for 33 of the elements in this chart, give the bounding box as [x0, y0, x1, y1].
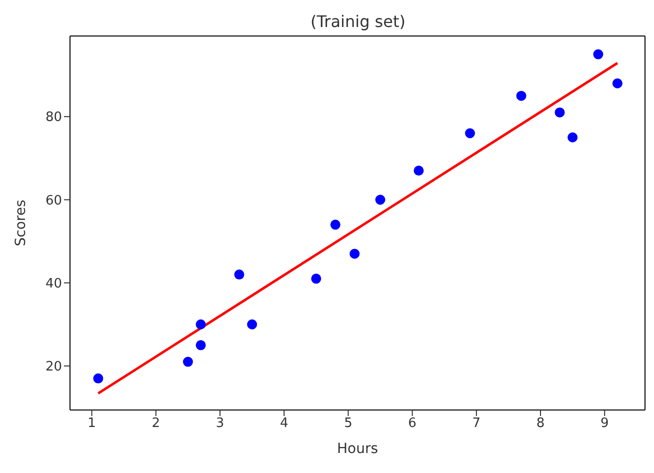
point — [516, 90, 526, 101]
x-tick-label: 3 — [216, 416, 224, 432]
point — [568, 132, 578, 142]
x-tick-label: 1 — [88, 416, 96, 432]
x-tick-label: 7 — [472, 416, 481, 432]
y-axis-title: Scores — [12, 200, 29, 246]
point — [196, 319, 206, 330]
point — [593, 49, 604, 60]
point — [330, 220, 340, 230]
y-tick-label: 40 — [45, 276, 62, 292]
point — [196, 340, 206, 350]
chart-title: (Trainig set) — [309, 12, 406, 31]
y-tick-label: 20 — [45, 360, 62, 375]
x-tick-label: 6 — [408, 416, 416, 432]
point — [247, 319, 258, 330]
point — [234, 270, 244, 280]
x-axis-title: Hours — [336, 441, 378, 457]
point — [182, 356, 193, 367]
point — [554, 107, 565, 118]
x-tick-label: 5 — [344, 416, 352, 432]
x-tick-label: 8 — [536, 416, 545, 432]
y-tick-label: 60 — [45, 193, 62, 208]
point — [93, 373, 104, 384]
point — [350, 248, 360, 259]
x-tick-label: 9 — [600, 416, 609, 432]
point — [465, 128, 475, 138]
point — [311, 274, 322, 284]
point — [414, 166, 424, 176]
x-tick-label: 2 — [152, 416, 160, 432]
point — [375, 194, 386, 205]
y-tick-label: 80 — [45, 110, 62, 126]
x-tick-label: 4 — [280, 416, 288, 432]
point — [612, 78, 622, 88]
